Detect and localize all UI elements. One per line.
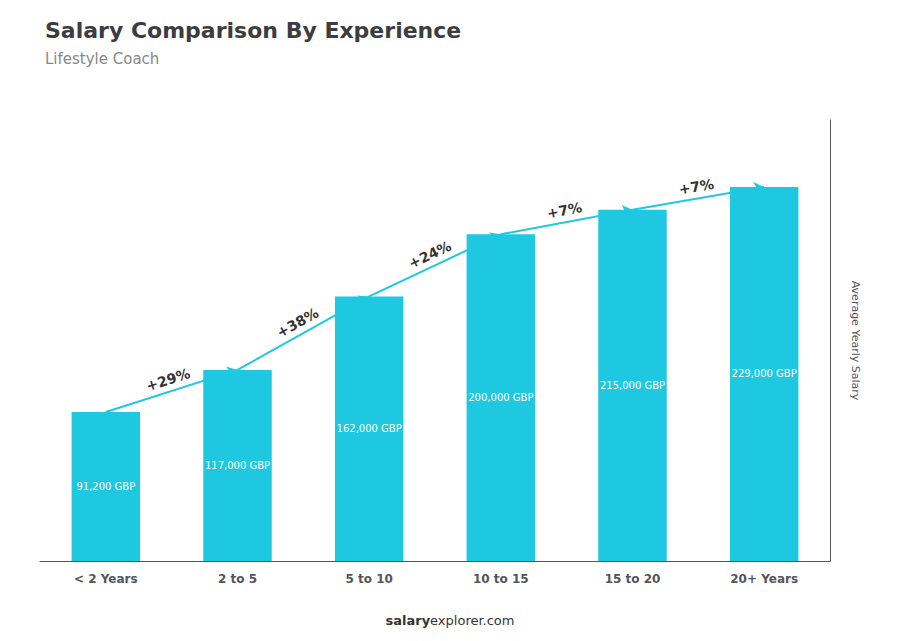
svg-text:20+ Years: 20+ Years bbox=[730, 572, 798, 586]
svg-text:salary: salary bbox=[385, 613, 430, 628]
svg-text:< 2 Years: < 2 Years bbox=[74, 572, 138, 586]
svg-text:229,000 GBP: 229,000 GBP bbox=[732, 368, 797, 379]
svg-text:91,200 GBP: 91,200 GBP bbox=[76, 481, 135, 492]
svg-text:Average Yearly Salary: Average Yearly Salary bbox=[849, 281, 862, 401]
svg-text:5 to 10: 5 to 10 bbox=[345, 572, 392, 586]
svg-text:117,000 GBP: 117,000 GBP bbox=[205, 460, 270, 471]
svg-text:162,000 GBP: 162,000 GBP bbox=[337, 423, 402, 434]
svg-text:Lifestyle Coach: Lifestyle Coach bbox=[45, 50, 159, 68]
svg-text:Salary Comparison By Experienc: Salary Comparison By Experience bbox=[45, 18, 461, 43]
svg-text:215,000 GBP: 215,000 GBP bbox=[600, 380, 665, 391]
svg-text:+7%: +7% bbox=[677, 176, 715, 198]
svg-text:2 to 5: 2 to 5 bbox=[218, 572, 257, 586]
svg-text:+7%: +7% bbox=[546, 199, 584, 221]
svg-text:10 to 15: 10 to 15 bbox=[473, 572, 529, 586]
svg-text:+24%: +24% bbox=[406, 238, 454, 272]
svg-text:15 to 20: 15 to 20 bbox=[605, 572, 661, 586]
svg-text:+38%: +38% bbox=[274, 305, 321, 341]
svg-text:200,000 GBP: 200,000 GBP bbox=[468, 392, 533, 403]
svg-text:explorer.com: explorer.com bbox=[430, 613, 514, 628]
svg-text:+29%: +29% bbox=[144, 365, 192, 394]
